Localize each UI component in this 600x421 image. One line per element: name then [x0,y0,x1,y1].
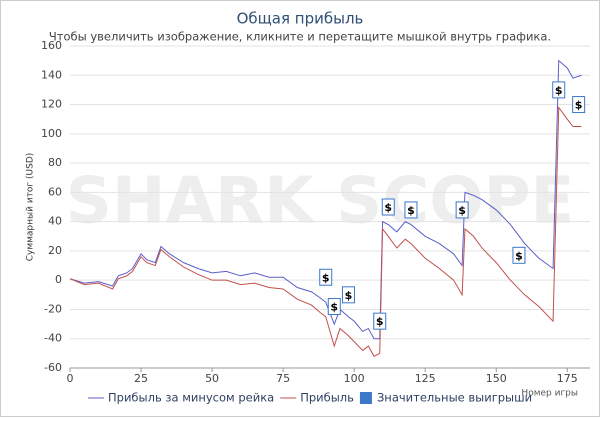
y-tick-label: 100 [41,127,62,140]
win-marker [512,246,526,264]
win-marker-label: $ [330,301,338,314]
y-tick-label: -40 [44,332,62,345]
y-tick-label: 120 [41,98,62,111]
y-tick-label: 160 [41,39,62,52]
legend-label: Прибыль [300,391,354,405]
x-tick-label: 75 [276,372,290,385]
win-marker [341,286,355,304]
win-marker [552,81,566,99]
win-marker-label: $ [555,84,563,97]
y-axis-label: Суммарный итог (USD) [26,153,36,262]
y-tick-label: 140 [41,68,62,81]
win-marker-label: $ [384,201,392,214]
win-marker [327,298,341,316]
y-tick-label: 40 [48,215,62,228]
win-marker [455,201,469,219]
y-tick-label: -60 [44,361,62,374]
x-tick-label: 175 [557,372,578,385]
win-marker-label: $ [322,271,330,284]
x-tick-label: 50 [205,372,219,385]
chart-subtitle: Чтобы увеличить изображение, кликните и … [49,30,551,44]
x-tick-label: 125 [415,372,436,385]
win-marker-label: $ [345,289,353,302]
x-tick-label: 150 [486,372,507,385]
win-marker-label: $ [376,315,384,328]
win-marker-label: $ [575,99,583,112]
win-marker [404,201,418,219]
chart-title: Общая прибыль [237,10,364,28]
x-tick-label: 100 [344,372,365,385]
y-tick-label: 80 [48,156,62,169]
win-marker-label: $ [458,204,466,217]
x-axis-label: Номер игры [521,389,578,399]
y-tick-label: -20 [44,302,62,315]
y-tick-label: 60 [48,185,62,198]
legend-swatch [359,392,372,404]
win-marker-label: $ [407,204,415,217]
win-marker [381,198,395,216]
x-tick-label: 0 [67,372,74,385]
legend-label: Прибыль за минусом рейка [108,391,274,405]
legend-label: Значительные выигрыши [377,391,532,405]
y-tick-label: 20 [48,244,62,257]
watermark: SHARK SCOPE [66,165,574,239]
win-marker [319,268,333,286]
win-marker-label: $ [515,249,523,262]
y-tick-label: 0 [55,273,62,286]
x-tick-label: 25 [134,372,148,385]
series-line [69,105,582,357]
win-marker [572,96,586,114]
win-marker [373,312,387,330]
series-line [69,59,582,340]
